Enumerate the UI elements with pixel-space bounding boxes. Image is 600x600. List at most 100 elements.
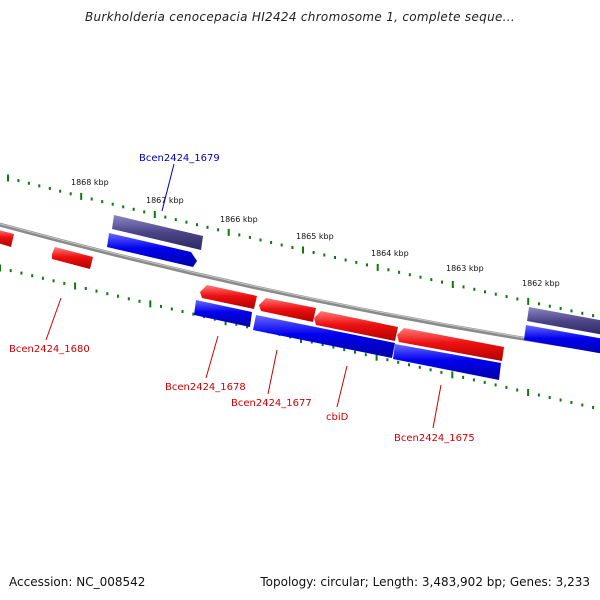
ruler-minor-tick	[106, 292, 109, 296]
ruler-minor-tick	[20, 271, 23, 275]
ruler-minor-tick	[462, 285, 465, 289]
gene-bcen2424-1679[interactable]	[112, 215, 203, 250]
ruler-major-tick	[80, 192, 83, 200]
kbp-label: 1864 kbp	[371, 249, 409, 258]
gene-arrow-forward[interactable]	[259, 298, 316, 322]
ruler-minor-tick	[196, 223, 198, 227]
ruler-minor-tick	[462, 375, 465, 379]
kbp-label: 1865 kbp	[296, 232, 334, 241]
ruler-minor-tick	[310, 340, 313, 344]
ruler-major-tick	[153, 211, 156, 218]
ruler-minor-tick	[280, 243, 283, 247]
gene-arrow-forward[interactable]	[0, 229, 14, 247]
ruler-minor-tick	[472, 378, 475, 382]
label-leader	[205, 335, 219, 379]
ruler-minor-tick	[334, 256, 336, 259]
ruler-minor-tick	[581, 311, 584, 315]
ruler-minor-tick	[494, 292, 497, 296]
ruler-minor-tick	[69, 192, 72, 196]
ruler-minor-tick	[122, 205, 125, 209]
gene-arrow-forward[interactable]	[397, 328, 504, 361]
ruler-minor-tick	[386, 358, 389, 362]
gene-label-cbid[interactable]: cbiD	[326, 412, 349, 423]
ruler-minor-tick	[441, 280, 443, 284]
ruler-minor-tick	[354, 350, 356, 354]
ruler-minor-tick	[238, 233, 241, 237]
kbp-label: 1866 kbp	[220, 215, 258, 224]
ruler-minor-tick	[248, 235, 251, 239]
genome-summary: Topology: circular; Length: 3,483,902 bp…	[260, 575, 590, 589]
ruler-minor-tick	[484, 290, 486, 294]
ruler-minor-tick	[38, 184, 41, 188]
ruler-minor-tick	[516, 388, 519, 392]
kbp-label: 1862 kbp	[522, 279, 560, 288]
label-leader	[432, 384, 442, 429]
ruler-minor-tick	[41, 276, 44, 280]
ruler-minor-tick	[170, 307, 173, 311]
gene-label-bcen2424-1679[interactable]: Bcen2424_1679	[139, 153, 220, 164]
ruler-minor-tick	[52, 279, 55, 283]
ruler-major-tick	[302, 246, 304, 254]
ruler-minor-tick	[9, 269, 12, 273]
ruler-minor-tick	[111, 202, 114, 206]
ruler-minor-tick	[101, 200, 104, 204]
ruler-minor-tick	[440, 370, 443, 374]
label-leader	[336, 365, 348, 408]
gene-label-bcen2424-1678[interactable]: Bcen2424_1678	[165, 382, 246, 393]
ruler-minor-tick	[31, 274, 34, 278]
gene-arrow-forward[interactable]	[200, 285, 257, 309]
gene-arrow-reverse[interactable]	[393, 344, 501, 380]
ruler-minor-tick	[538, 302, 540, 306]
ruler-major-tick	[7, 174, 9, 182]
gene-label-bcen2424-1677[interactable]: Bcen2424_1677	[231, 398, 312, 409]
ruler-minor-tick	[366, 263, 368, 267]
ruler-minor-tick	[63, 281, 66, 285]
gene-label-bcen2424-1675[interactable]: Bcen2424_1675	[394, 433, 475, 444]
ruler-minor-tick	[570, 401, 573, 404]
ruler-minor-tick	[312, 251, 315, 254]
ruler-major-tick	[375, 353, 378, 361]
ruler-minor-tick	[364, 353, 367, 357]
ruler-minor-tick	[323, 253, 326, 257]
kbp-label: 1863 kbp	[446, 264, 484, 273]
ruler-minor-tick	[95, 289, 98, 293]
ruler-major-tick	[376, 263, 379, 271]
ruler-major-tick	[451, 371, 454, 379]
ruler-minor-tick	[206, 225, 209, 229]
gene-arrow-forward[interactable]	[314, 311, 398, 341]
ruler-minor-tick	[430, 278, 433, 282]
ruler-minor-tick	[27, 181, 30, 185]
ruler-minor-tick	[138, 299, 141, 303]
ruler-minor-tick	[516, 297, 519, 301]
gene-arrow-reverse[interactable]	[253, 315, 395, 358]
gene-label-bcen2424-1680[interactable]: Bcen2424_1680	[9, 344, 90, 355]
ruler-minor-tick	[17, 179, 20, 183]
gene-arrow-reverse[interactable]	[524, 325, 600, 355]
ruler-minor-tick	[164, 215, 167, 219]
accession-label: Accession: NC_008542	[9, 575, 146, 589]
ruler-minor-tick	[387, 268, 390, 272]
ruler-minor-tick	[181, 310, 184, 313]
ruler-major-tick	[527, 297, 530, 305]
ruler-minor-tick	[559, 307, 562, 310]
ruler-minor-tick	[548, 396, 551, 399]
ruler-minor-tick	[473, 287, 476, 291]
ruler-minor-tick	[429, 368, 432, 372]
ruler-minor-tick	[270, 241, 273, 244]
gene-arrow-reverse[interactable]	[107, 233, 197, 267]
ruler-major-tick	[451, 281, 454, 288]
gene-arrow-reverse[interactable]	[527, 307, 600, 336]
ruler-minor-tick	[117, 294, 119, 298]
ruler-minor-tick	[127, 297, 130, 301]
ruler-minor-tick	[483, 380, 486, 384]
gene-arrow-reverse[interactable]	[194, 300, 252, 327]
label-leader	[267, 349, 278, 395]
ruler-minor-tick	[132, 207, 135, 211]
gene-arrow-forward[interactable]	[52, 247, 93, 269]
ruler-minor-tick	[505, 295, 508, 299]
ruler-major-tick	[527, 389, 530, 396]
ruler-minor-tick	[592, 406, 595, 409]
ruler-minor-tick	[343, 348, 346, 352]
ruler-minor-tick	[494, 383, 497, 387]
